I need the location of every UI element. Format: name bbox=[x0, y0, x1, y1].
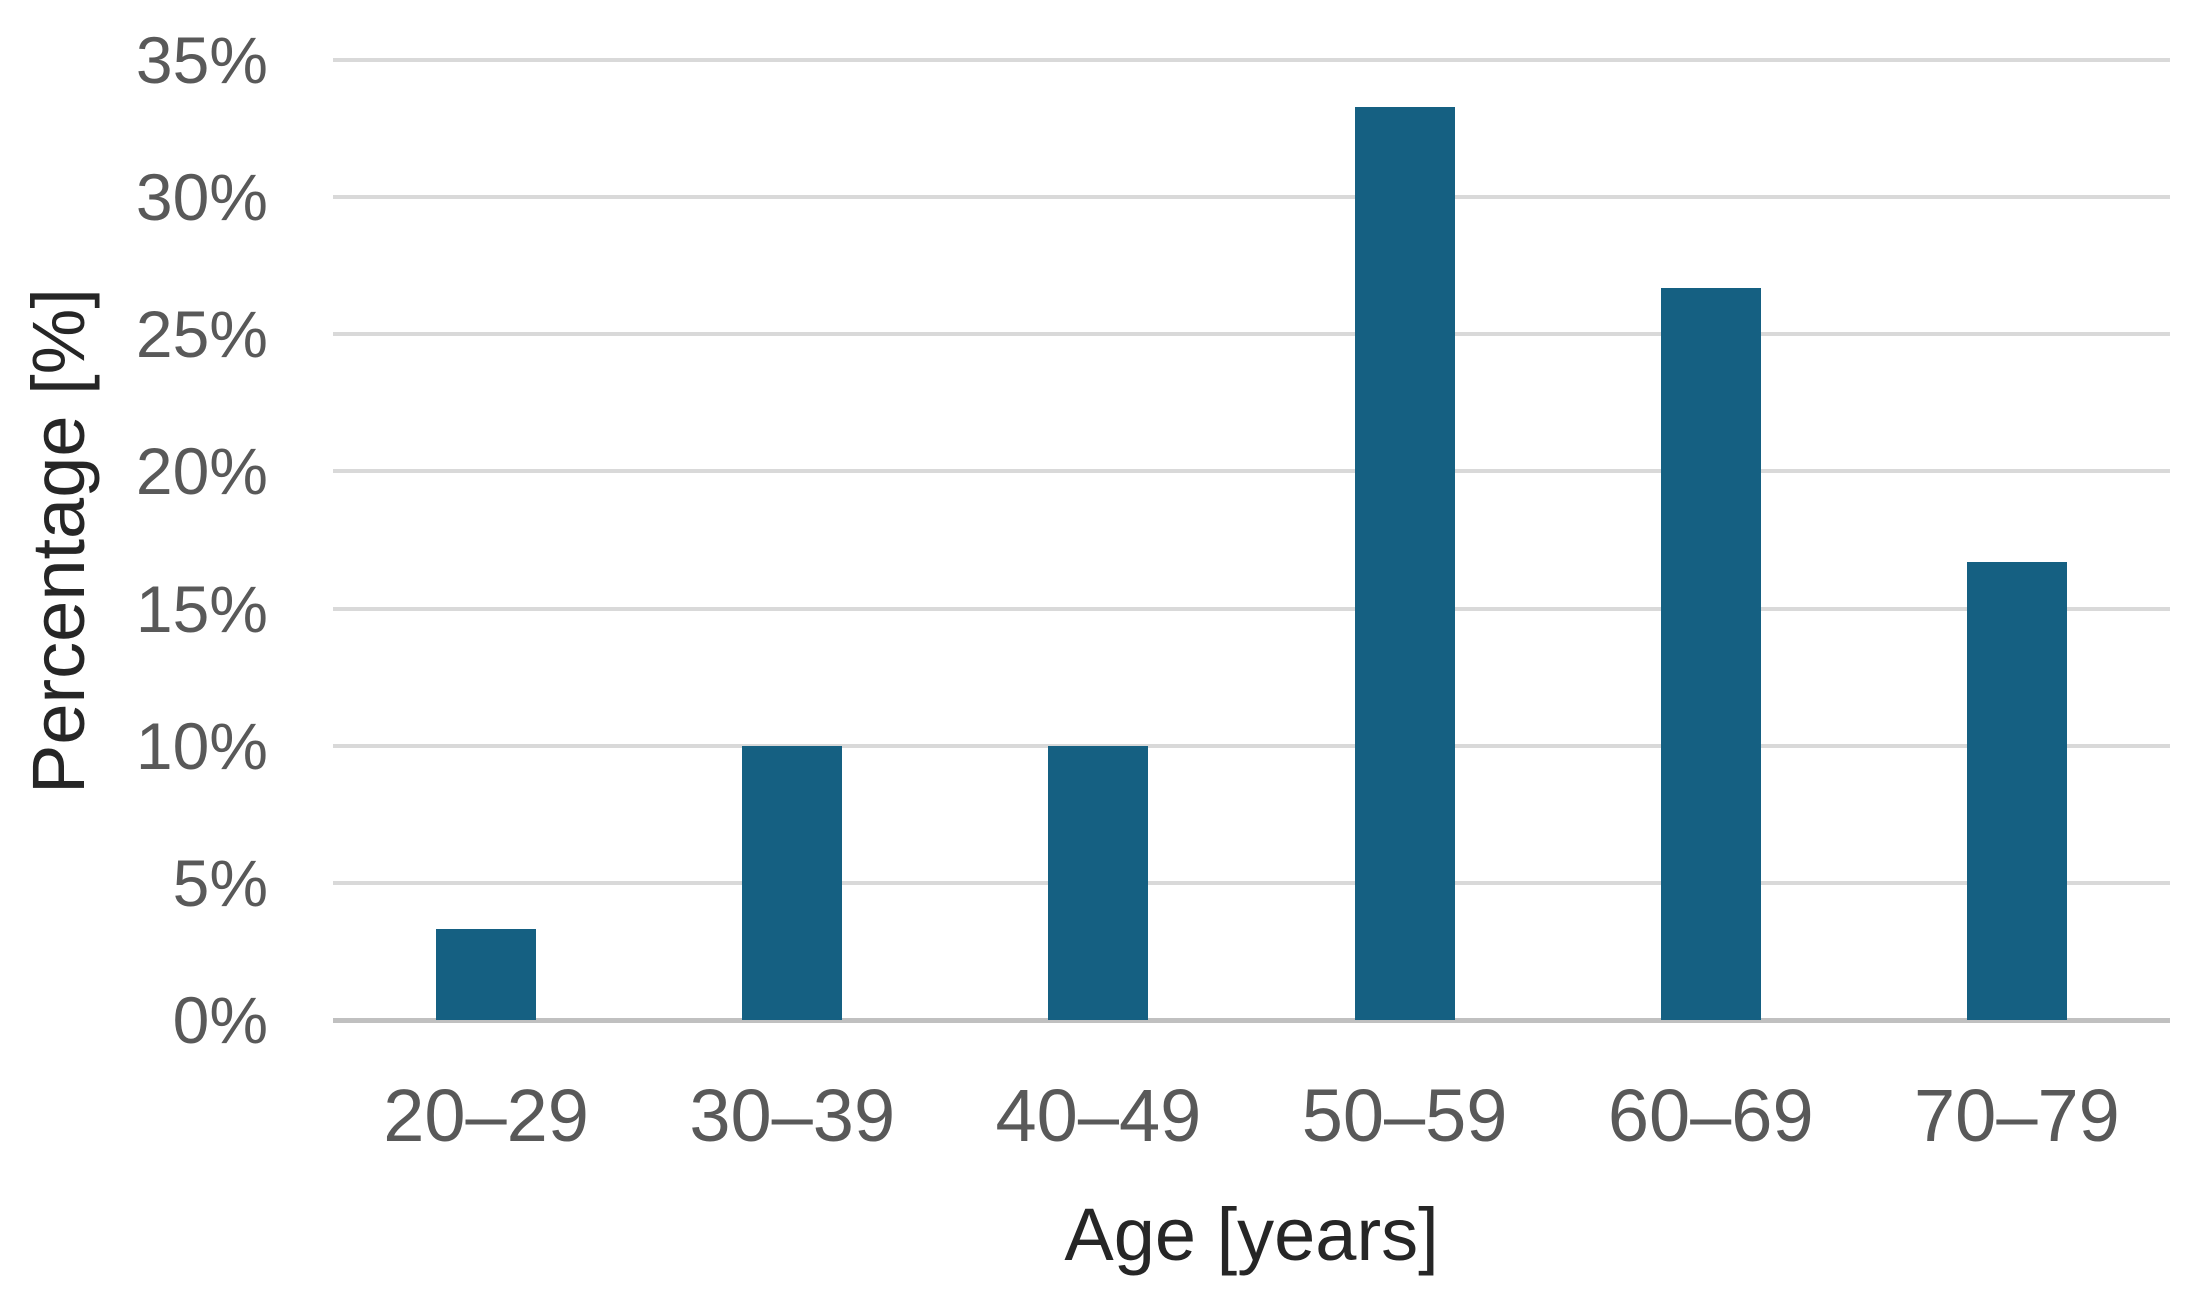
gridline-10 bbox=[333, 743, 2170, 748]
y-tick-label-15: 15% bbox=[135, 571, 268, 646]
x-tick-label-20-29: 20–29 bbox=[383, 1074, 589, 1157]
x-axis-title: Age [years] bbox=[1064, 1193, 1439, 1276]
y-tick-label-30: 30% bbox=[135, 160, 268, 235]
x-tick-label-50-59: 50–59 bbox=[1301, 1074, 1508, 1157]
x-tick-label-70-79: 70–79 bbox=[1914, 1074, 2120, 1157]
y-tick-label-5: 5% bbox=[172, 845, 268, 920]
gridline-35 bbox=[333, 58, 2170, 62]
y-tick-label-35: 35% bbox=[135, 23, 268, 97]
x-tick-label-40-49: 40–49 bbox=[995, 1074, 1202, 1157]
gridline-25 bbox=[333, 332, 2170, 337]
y-tick-label-20: 20% bbox=[135, 434, 268, 509]
bar-30-39 bbox=[742, 745, 843, 1020]
bar-40-49 bbox=[1048, 745, 1149, 1020]
x-axis-line bbox=[333, 1018, 2170, 1023]
bar-20-29 bbox=[436, 929, 537, 1020]
x-tick-label-60-69: 60–69 bbox=[1607, 1074, 1814, 1157]
gridline-5 bbox=[333, 880, 2170, 885]
y-tick-label-10: 10% bbox=[135, 708, 268, 783]
x-tick-label-30-39: 30–39 bbox=[689, 1074, 896, 1157]
y-tick-label-25: 25% bbox=[135, 297, 268, 372]
bar-50-59 bbox=[1354, 106, 1455, 1020]
bar-70-79 bbox=[1966, 561, 2067, 1020]
gridline-30 bbox=[333, 195, 2170, 200]
gridline-20 bbox=[333, 469, 2170, 474]
gridline-15 bbox=[333, 606, 2170, 611]
y-tick-label-0: 0% bbox=[172, 983, 268, 1057]
bar-60-69 bbox=[1660, 287, 1761, 1020]
